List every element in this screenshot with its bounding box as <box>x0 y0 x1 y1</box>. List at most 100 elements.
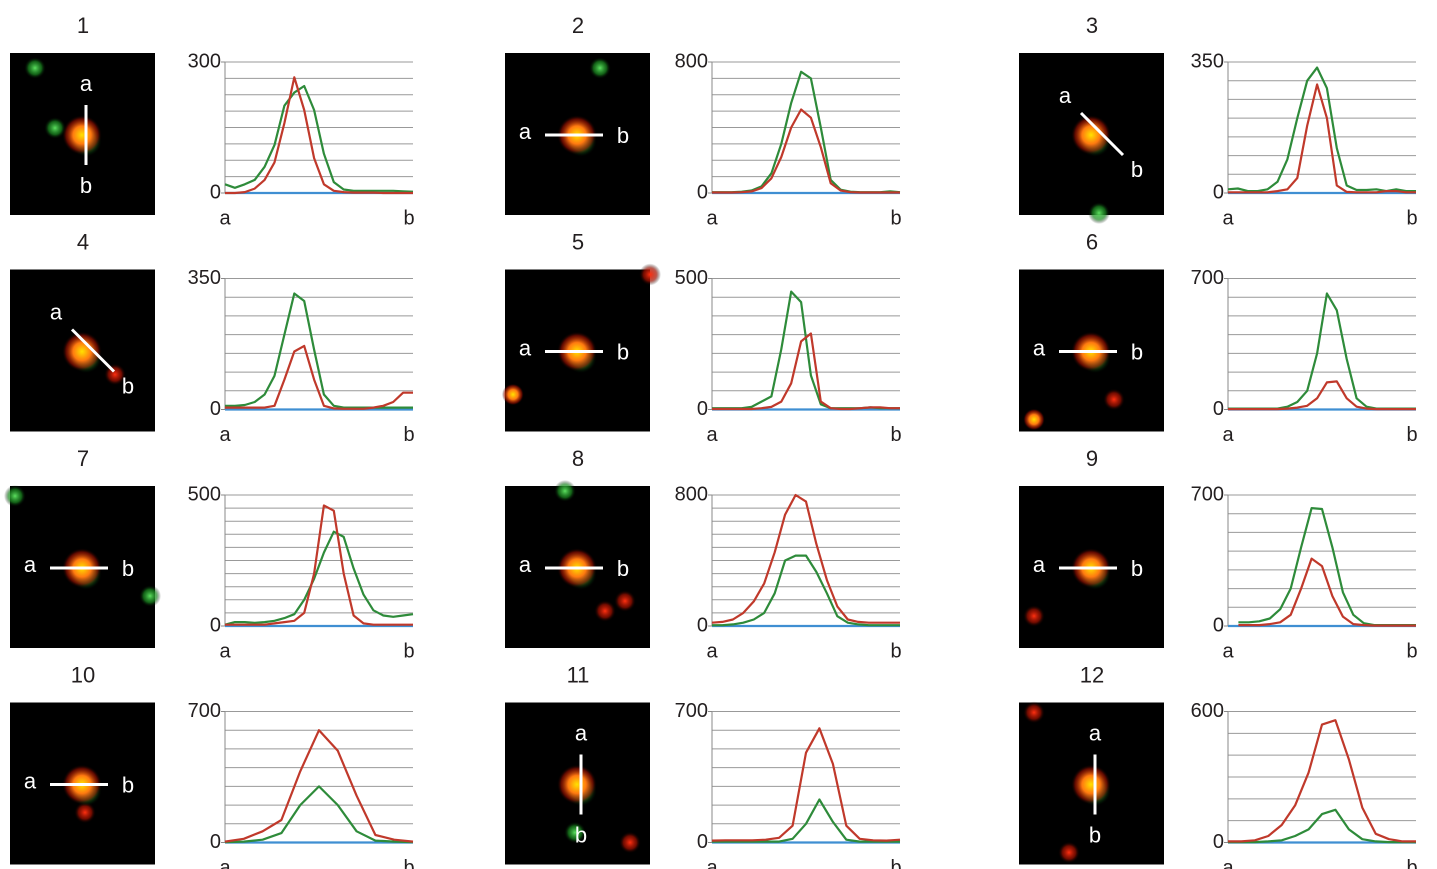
spot <box>614 590 636 612</box>
profile-series <box>1238 557 1416 627</box>
panel-title: 7 <box>77 446 89 471</box>
x-end-label: b <box>890 207 901 229</box>
x-end-label: b <box>1406 424 1417 446</box>
y-tick-label: 700 <box>1191 483 1224 505</box>
profile-series <box>224 785 414 844</box>
y-tick-label: 600 <box>1191 700 1224 722</box>
profile-series <box>712 108 900 194</box>
profile-series <box>1228 719 1416 843</box>
x-end-label: a <box>706 857 718 869</box>
x-end-label: b <box>890 857 901 869</box>
image-label: a <box>24 552 37 577</box>
image-label: b <box>617 123 629 148</box>
image-label: b <box>575 822 587 847</box>
panel-title: 9 <box>1086 446 1098 471</box>
x-end-label: b <box>1406 207 1417 229</box>
x-end-label: b <box>890 640 901 662</box>
y-tick-label: 0 <box>697 398 708 420</box>
profile-line <box>1079 111 1125 157</box>
x-end-label: a <box>219 207 231 229</box>
profile-series <box>711 493 900 624</box>
y-tick-label: 0 <box>697 614 708 636</box>
y-tick-label: 700 <box>1191 267 1224 289</box>
image-label: b <box>80 173 92 198</box>
x-end-label: b <box>403 640 414 662</box>
spot <box>1023 408 1045 431</box>
image-label: b <box>122 556 134 581</box>
spot <box>139 585 161 607</box>
x-end-label: a <box>1222 207 1234 229</box>
y-tick-label: 350 <box>1191 50 1224 72</box>
panel-title: 11 <box>567 662 590 687</box>
x-end-label: a <box>219 640 231 662</box>
image-label: b <box>1131 339 1143 364</box>
panel-title: 8 <box>572 446 584 471</box>
panel-title: 6 <box>1086 229 1098 254</box>
image-label: a <box>24 768 37 793</box>
spot <box>564 821 586 844</box>
spot <box>554 480 576 502</box>
y-tick-label: 0 <box>1213 614 1224 636</box>
x-end-label: a <box>1222 424 1234 446</box>
image-label: b <box>617 339 629 364</box>
y-tick-label: 700 <box>675 700 708 722</box>
image-label: a <box>575 720 588 745</box>
panel-title: 3 <box>1086 13 1098 38</box>
profile-series <box>1228 380 1416 411</box>
spot <box>1058 841 1080 864</box>
profile-series <box>224 84 414 193</box>
y-tick-label: 0 <box>1213 398 1224 420</box>
x-end-label: b <box>403 857 414 869</box>
y-tick-label: 0 <box>697 181 708 203</box>
spot <box>62 331 102 372</box>
y-tick-label: 0 <box>1213 831 1224 853</box>
y-tick-label: 500 <box>188 483 221 505</box>
image-label: a <box>519 335 532 360</box>
panel-title: 4 <box>77 229 89 254</box>
image-label: b <box>1089 822 1101 847</box>
spot <box>1088 202 1110 224</box>
x-end-label: b <box>890 424 901 446</box>
spot <box>4 485 26 507</box>
x-end-label: a <box>219 424 231 446</box>
y-tick-label: 700 <box>188 700 221 722</box>
profile-series <box>225 504 413 626</box>
y-tick-label: 0 <box>210 398 221 420</box>
image-label: b <box>617 556 629 581</box>
profile-series <box>1228 83 1416 194</box>
spot <box>557 764 597 805</box>
profile-series <box>712 332 900 411</box>
profile-series <box>712 554 900 627</box>
spot <box>44 117 66 139</box>
image-label: a <box>1033 552 1046 577</box>
spot <box>1023 605 1045 627</box>
profile-line <box>70 328 116 373</box>
image-label: b <box>1131 556 1143 581</box>
image-label: a <box>80 71 93 96</box>
spot <box>62 115 102 155</box>
image-label: a <box>50 299 63 324</box>
spot <box>502 383 524 406</box>
spot <box>1071 764 1111 805</box>
x-end-label: a <box>219 857 231 869</box>
image-label: a <box>1059 83 1072 108</box>
image-label: a <box>1089 720 1102 745</box>
image-label: a <box>1033 335 1046 360</box>
y-tick-label: 0 <box>210 614 221 636</box>
panel-title: 1 <box>77 13 89 38</box>
y-tick-label: 800 <box>675 50 708 72</box>
image-label: b <box>1131 157 1143 182</box>
image-label: a <box>519 552 532 577</box>
spot <box>1023 701 1045 724</box>
spot <box>1103 388 1125 411</box>
profile-series <box>224 530 414 626</box>
y-tick-label: 0 <box>210 831 221 853</box>
profile-series <box>1228 808 1416 844</box>
profile-series <box>225 76 413 195</box>
spot <box>74 801 96 824</box>
image-label: b <box>122 373 134 398</box>
y-tick-label: 0 <box>697 831 708 853</box>
profile-series <box>711 727 901 842</box>
spot <box>589 57 611 79</box>
